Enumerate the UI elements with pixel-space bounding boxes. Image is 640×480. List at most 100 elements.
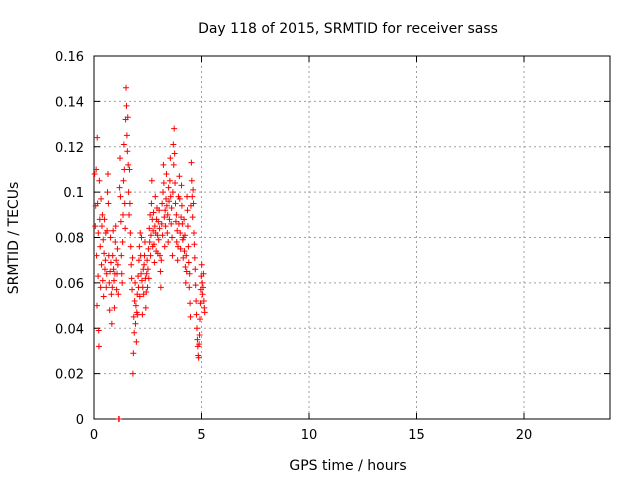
data-point bbox=[190, 186, 197, 193]
data-point bbox=[167, 155, 174, 162]
data-point bbox=[162, 223, 169, 230]
data-point bbox=[188, 159, 195, 166]
data-point bbox=[193, 325, 200, 332]
data-point bbox=[156, 225, 163, 232]
data-point bbox=[168, 220, 175, 227]
data-point bbox=[184, 207, 191, 214]
data-point bbox=[182, 263, 189, 270]
data-point bbox=[131, 298, 138, 305]
data-point bbox=[138, 277, 145, 284]
data-point bbox=[109, 252, 116, 259]
data-point bbox=[101, 216, 108, 223]
data-point bbox=[198, 261, 205, 268]
data-point bbox=[157, 284, 164, 291]
data-point bbox=[192, 282, 199, 289]
x-axis-tick-labels: 0 5 10 15 20 bbox=[90, 428, 532, 443]
data-point bbox=[171, 125, 178, 132]
y-tick-label: 0 bbox=[76, 413, 84, 428]
data-point bbox=[193, 311, 200, 318]
data-point bbox=[187, 300, 194, 307]
data-point bbox=[141, 261, 148, 268]
data-point bbox=[126, 211, 133, 218]
data-point bbox=[91, 170, 98, 177]
data-point bbox=[143, 270, 150, 277]
data-point bbox=[199, 291, 206, 298]
data-point bbox=[98, 223, 105, 230]
data-point bbox=[169, 252, 176, 259]
data-point bbox=[113, 286, 120, 293]
data-point bbox=[126, 166, 133, 173]
data-point bbox=[109, 284, 116, 291]
data-point bbox=[183, 268, 190, 275]
data-point bbox=[136, 243, 143, 250]
data-point bbox=[129, 286, 136, 293]
data-point bbox=[130, 350, 137, 357]
data-point bbox=[132, 279, 139, 286]
data-point bbox=[166, 216, 173, 223]
data-point bbox=[93, 252, 100, 259]
data-point bbox=[174, 257, 181, 264]
data-point bbox=[196, 332, 203, 339]
data-point bbox=[200, 298, 207, 305]
data-point bbox=[101, 266, 108, 273]
data-point bbox=[185, 243, 192, 250]
data-point bbox=[141, 252, 148, 259]
data-point bbox=[168, 205, 175, 212]
data-point bbox=[95, 229, 102, 236]
data-point bbox=[151, 259, 158, 266]
chart-title: Day 118 of 2015, SRMTID for receiver sas… bbox=[198, 21, 498, 37]
data-point bbox=[128, 275, 135, 282]
data-point bbox=[163, 195, 170, 202]
axis-ticks bbox=[93, 55, 610, 420]
data-point bbox=[193, 298, 200, 305]
data-point bbox=[96, 177, 103, 184]
data-point bbox=[147, 211, 154, 218]
data-point bbox=[94, 302, 101, 309]
data-point bbox=[103, 284, 110, 291]
data-point bbox=[110, 227, 117, 234]
data-point bbox=[132, 320, 139, 327]
data-point bbox=[124, 148, 131, 155]
data-point bbox=[112, 223, 119, 230]
data-point bbox=[127, 243, 134, 250]
data-point bbox=[155, 236, 162, 243]
data-point bbox=[100, 236, 107, 243]
data-point bbox=[146, 225, 153, 232]
data-point bbox=[97, 284, 104, 291]
data-point bbox=[146, 239, 153, 246]
data-point bbox=[99, 211, 106, 218]
data-point bbox=[123, 102, 130, 109]
data-point bbox=[184, 223, 191, 230]
data-point bbox=[143, 288, 150, 295]
data-point bbox=[108, 291, 115, 298]
data-point bbox=[165, 184, 172, 191]
data-point bbox=[107, 259, 114, 266]
data-point bbox=[107, 234, 114, 241]
data-point bbox=[150, 209, 157, 216]
data-points bbox=[91, 84, 208, 422]
data-point bbox=[145, 275, 152, 282]
data-point bbox=[162, 207, 169, 214]
data-point bbox=[199, 279, 206, 286]
data-point bbox=[126, 200, 133, 207]
data-point bbox=[155, 218, 162, 225]
data-point bbox=[190, 200, 197, 207]
data-point bbox=[201, 309, 208, 316]
data-point bbox=[172, 180, 179, 187]
data-point bbox=[102, 257, 109, 264]
y-tick-label: 0.02 bbox=[55, 368, 84, 383]
data-point bbox=[173, 239, 180, 246]
data-point bbox=[117, 193, 124, 200]
data-point bbox=[129, 254, 136, 261]
y-tick-label: 0.12 bbox=[55, 141, 84, 156]
data-point bbox=[164, 211, 171, 218]
data-point bbox=[94, 134, 101, 141]
data-point bbox=[107, 268, 114, 275]
data-point bbox=[121, 200, 128, 207]
data-point bbox=[95, 343, 102, 350]
data-point bbox=[148, 177, 155, 184]
data-point bbox=[160, 189, 167, 196]
data-point bbox=[159, 232, 166, 239]
data-point bbox=[195, 354, 202, 361]
data-point bbox=[192, 266, 199, 273]
